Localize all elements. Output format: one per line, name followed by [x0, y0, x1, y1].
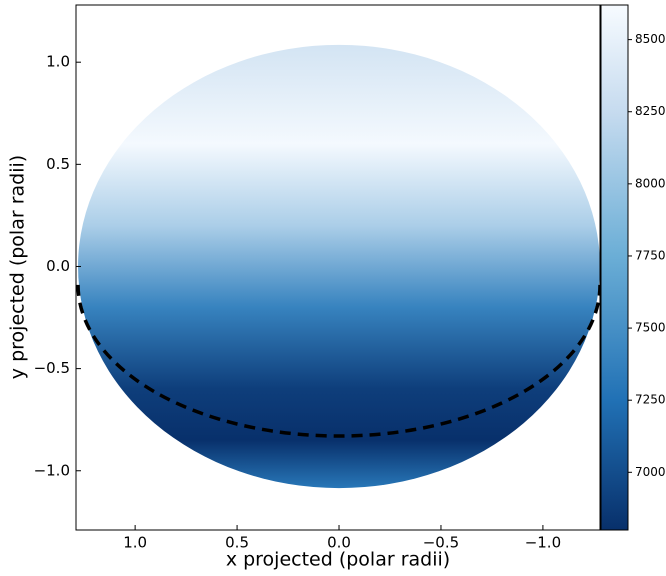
stellar-disk: [78, 44, 600, 489]
y-tick-label: 0.0: [46, 257, 70, 275]
x-tick-label: 1.0: [123, 534, 147, 552]
y-tick-label: −0.5: [34, 359, 70, 377]
colorbar-tick-label: 7000: [635, 465, 666, 479]
colorbar-tick-label: 8250: [635, 104, 666, 118]
y-tick-label: 1.0: [46, 53, 70, 71]
colorbar-tick-label: 8000: [635, 176, 666, 190]
x-tick-label: 0.0: [327, 534, 351, 552]
x-axis-title: x projected (polar radii): [226, 549, 450, 571]
equator-line: [76, 284, 602, 438]
y-axis-title: y projected (polar radii): [7, 155, 29, 379]
colorbar-tick-label: 7250: [635, 393, 666, 407]
y-tick-label: 0.5: [46, 155, 70, 173]
x-tick-label: −0.5: [423, 534, 459, 552]
colorbar-tick-label: 8500: [635, 32, 666, 46]
plot-frame: [75, 4, 601, 531]
x-tick-label: 0.5: [225, 534, 249, 552]
colorbar-tick-label: 7500: [635, 321, 666, 335]
colorbar: [600, 4, 629, 531]
x-tick-label: −1.0: [525, 534, 561, 552]
y-tick-label: −1.0: [34, 461, 70, 479]
colorbar-tick-label: 7750: [635, 248, 666, 262]
